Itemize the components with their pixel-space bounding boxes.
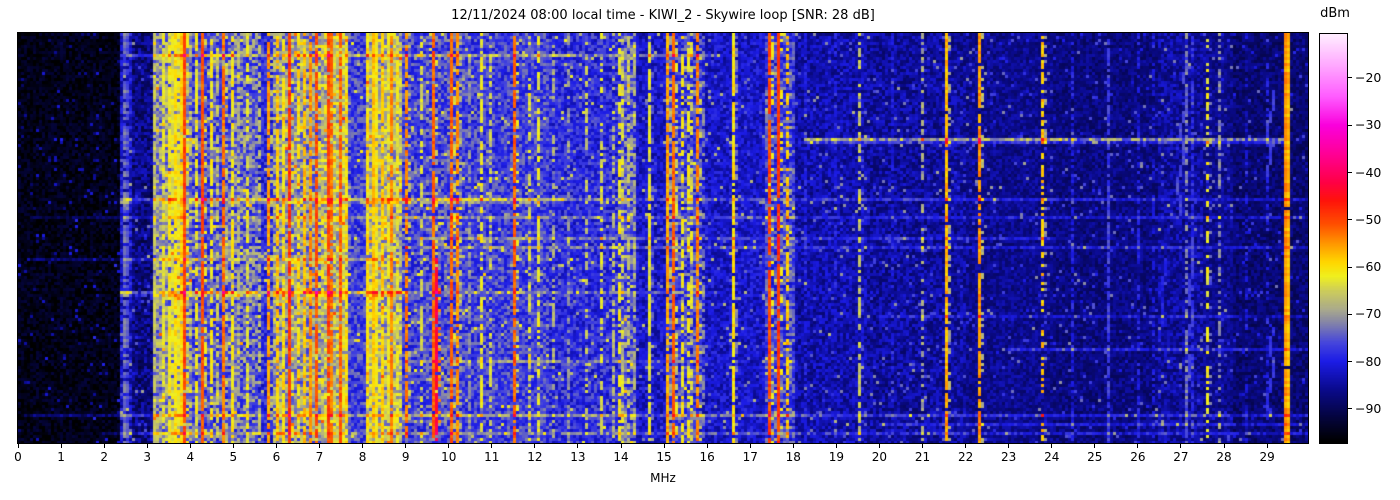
colorbar-tick-mark [1348,408,1352,410]
colorbar-tick-mark [1348,124,1352,126]
x-tick-label: 2 [100,450,108,464]
x-tick-label: 22 [957,450,974,464]
colorbar-unit-label: dBm [1320,6,1350,21]
x-tick-label: 21 [914,450,931,464]
x-tick-mark [17,444,19,448]
colorbar-tick-mark [1348,172,1352,174]
colorbar-tick-label: −90 [1355,400,1382,416]
x-tick-label: 15 [656,450,672,464]
x-tick-mark [1137,444,1139,448]
x-tick-mark [835,444,837,448]
x-tick-mark [1223,444,1225,448]
colorbar [1319,33,1348,444]
colorbar-tick-mark [1348,77,1352,79]
x-tick-label: 8 [358,450,367,464]
x-tick-mark [232,444,234,448]
x-tick-mark [275,444,277,448]
x-tick-label: 27 [1173,450,1189,464]
x-tick-mark [922,444,923,448]
x-tick-label: 11 [484,450,500,464]
x-tick-label: 6 [272,450,281,464]
x-tick-mark [103,444,105,448]
x-tick-label: 12 [527,450,543,464]
x-tick-label: 9 [401,450,410,464]
colorbar-gradient-canvas [1320,34,1347,443]
x-tick-label: 18 [785,450,801,464]
x-axis-label: MHz [650,471,676,485]
x-tick-label: 17 [742,450,758,464]
x-tick-label: 29 [1259,450,1275,464]
x-tick-mark [319,444,320,448]
colorbar-tick-label: −80 [1355,353,1382,369]
waterfall-heatmap-canvas [18,33,1308,443]
x-tick-mark [534,444,536,448]
x-tick-mark [448,444,450,448]
x-tick-mark [749,444,751,448]
x-tick-label: 3 [143,450,152,464]
x-tick-mark [362,444,364,448]
x-tick-label: 0 [14,450,22,464]
x-tick-mark [405,444,407,448]
colorbar-tick-mark [1348,313,1352,315]
colorbar-tick-label: −50 [1355,211,1382,227]
x-tick-mark [965,444,967,448]
x-tick-mark [620,444,622,448]
x-tick-label: 10 [441,450,457,464]
x-tick-mark [792,444,794,448]
plot-area [17,32,1309,444]
x-tick-label: 23 [1001,450,1017,464]
x-tick-label: 24 [1044,450,1060,464]
x-tick-label: 7 [315,450,324,464]
x-tick-mark [706,444,708,448]
colorbar-tick-mark [1348,219,1352,221]
x-tick-label: 25 [1087,450,1103,464]
x-tick-mark [878,444,880,448]
x-tick-label: 5 [229,450,238,464]
colorbar-tick-label: −60 [1355,259,1382,275]
colorbar-tick-label: −20 [1355,69,1382,85]
x-tick-mark [1008,444,1010,448]
x-tick-label: 26 [1130,450,1146,464]
x-tick-mark [1266,444,1268,448]
figure-title: 12/11/2024 08:00 local time - KIWI_2 - S… [451,8,875,23]
x-tick-label: 19 [828,450,844,464]
x-tick-mark [60,444,62,448]
x-tick-mark [1051,444,1053,448]
colorbar-tick-mark [1348,361,1352,363]
x-tick-mark [1094,444,1096,448]
x-tick-mark [663,444,665,448]
colorbar-tick-label: −40 [1355,164,1382,180]
colorbar-tick-label: −30 [1355,117,1382,133]
x-tick-mark [577,444,579,448]
x-tick-label: 1 [57,450,65,464]
x-tick-label: 20 [871,450,888,464]
x-tick-mark [1180,444,1182,448]
x-tick-mark [189,444,191,448]
colorbar-tick-mark [1348,266,1352,268]
x-tick-mark [491,444,493,448]
x-tick-label: 13 [570,450,586,464]
x-tick-label: 16 [699,450,715,464]
colorbar-tick-label: −70 [1355,306,1382,322]
x-tick-label: 28 [1216,450,1232,464]
x-tick-label: 4 [186,450,195,464]
x-tick-label: 14 [613,450,629,464]
x-tick-mark [146,444,148,448]
